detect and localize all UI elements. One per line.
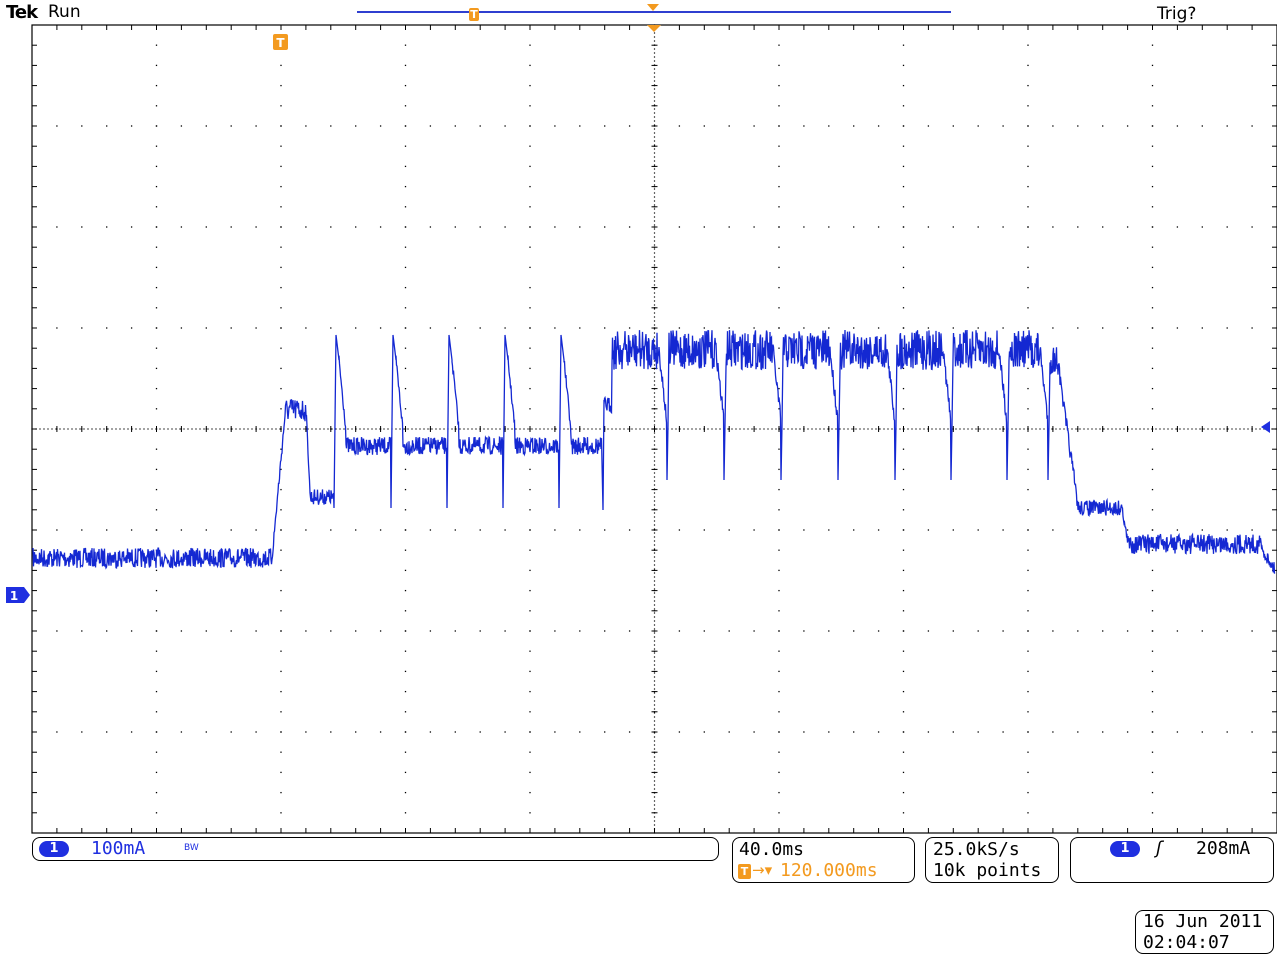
record-length: 10k points <box>933 860 1042 881</box>
trigger-level-marker-icon <box>1261 421 1270 433</box>
timestamp-box <box>1135 910 1274 954</box>
tek-logo: Tek <box>6 2 38 23</box>
trigger-marker-label: T <box>276 36 285 50</box>
timebase-readout[interactable] <box>732 837 915 883</box>
time-readout: 02:04:07 <box>1143 932 1230 953</box>
horizontal-delay: 120.000ms <box>780 860 878 881</box>
horizontal-scale: 40.0ms <box>739 839 805 860</box>
channel1-readout[interactable] <box>32 837 719 861</box>
expansion-point-marker-icon <box>647 25 661 32</box>
channel1-waveform <box>32 329 1276 574</box>
trigger-readout[interactable] <box>1070 837 1274 883</box>
trigger-level: 208mA <box>1196 838 1251 859</box>
delay-arrow-icon: →▾ <box>752 861 773 879</box>
channel1-indicator[interactable]: 1 <box>39 841 69 857</box>
record-trigger-marker-icon: T <box>469 8 479 21</box>
bandwidth-limit-indicator: BW <box>184 843 199 853</box>
rising-edge-icon: ʃ <box>1156 838 1163 859</box>
trigger-source-indicator: 1 <box>1110 841 1140 857</box>
trigger-status: Trig? <box>1157 4 1197 24</box>
graticule-grid <box>31 24 1277 834</box>
ground-marker-label: 1 <box>10 589 18 603</box>
delay-trigger-icon: T <box>738 864 751 879</box>
sample-rate: 25.0kS/s <box>933 839 1020 860</box>
acquisition-readout[interactable] <box>925 837 1059 883</box>
record-center-marker-icon <box>647 4 659 11</box>
trigger-position-marker-icon: T <box>273 34 288 50</box>
channel1-scale: 100mA <box>91 838 146 859</box>
acquisition-run-status: Run <box>48 2 81 22</box>
channel1-ground-marker-icon: 1 <box>6 587 30 603</box>
record-view-bar <box>357 11 951 13</box>
date-readout: 16 Jun 2011 <box>1143 911 1263 932</box>
